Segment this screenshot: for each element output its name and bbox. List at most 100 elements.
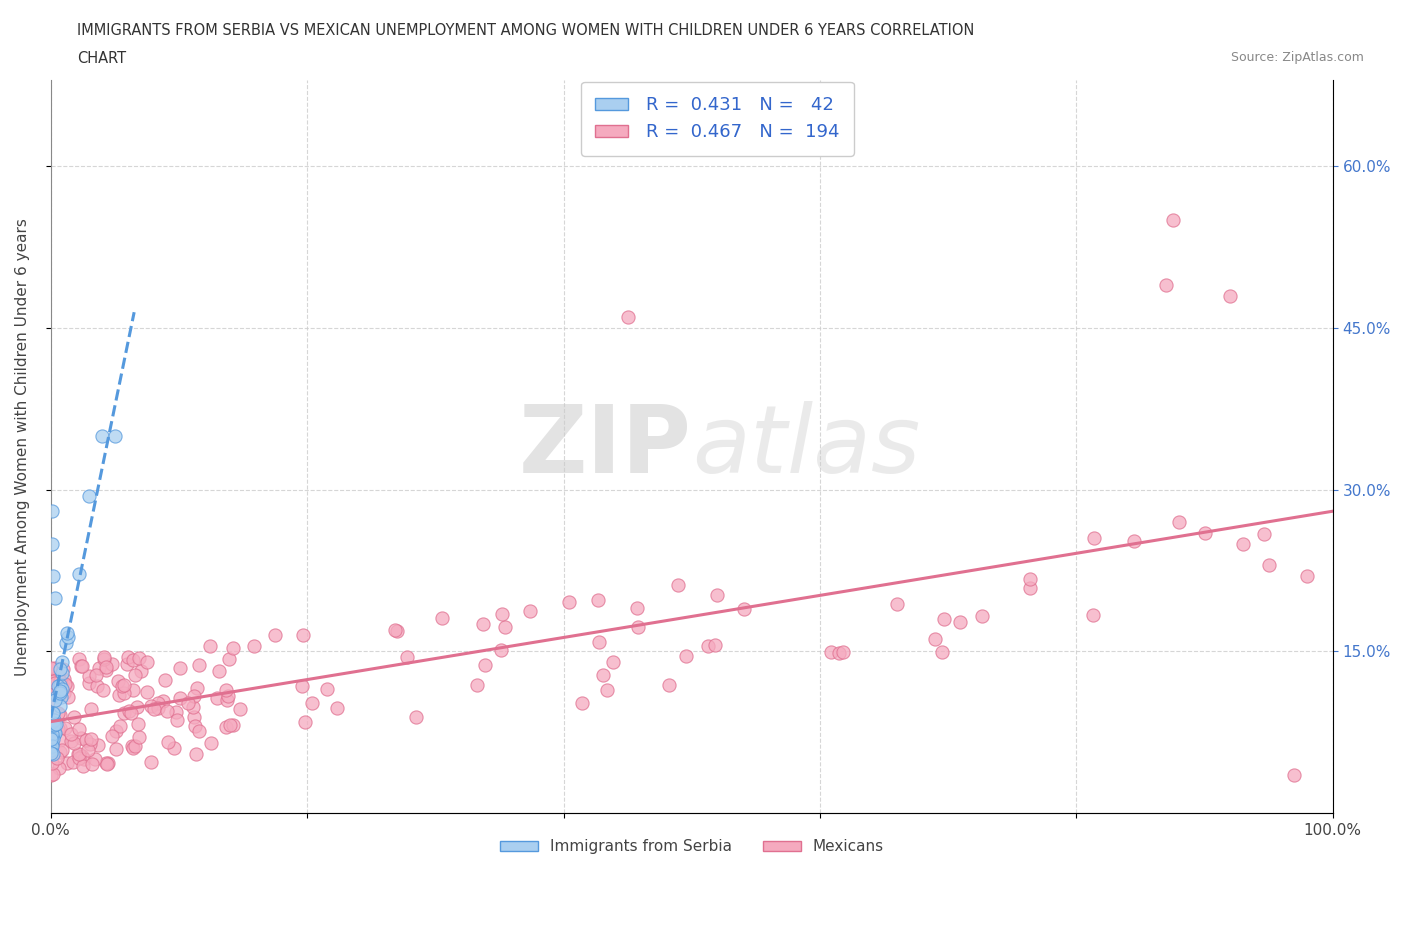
Point: [39, 730, 62, 745]
Point: [45, 751, 67, 765]
Point: [72, 759, 94, 774]
Point: [53, 671, 76, 686]
Point: [73, 751, 96, 766]
Point: [67, 651, 90, 666]
Point: [42, 684, 65, 699]
Point: [1232, 537, 1254, 551]
Point: [49, 721, 72, 736]
Point: [1219, 288, 1241, 303]
Point: [42, 724, 65, 739]
Point: [188, 724, 211, 738]
Point: [222, 718, 245, 733]
Point: [101, 657, 124, 671]
Point: [125, 699, 148, 714]
Point: [46, 669, 69, 684]
Point: [56, 678, 79, 693]
Point: [80, 757, 103, 772]
Point: [108, 719, 131, 734]
Point: [127, 716, 149, 731]
Point: [886, 596, 908, 611]
Point: [96, 756, 118, 771]
Point: [291, 678, 314, 693]
Point: [292, 628, 315, 643]
Point: [706, 588, 728, 603]
Text: atlas: atlas: [692, 401, 920, 492]
Point: [86, 678, 108, 693]
Point: [94, 756, 117, 771]
Point: [41, 746, 63, 761]
Point: [41, 738, 63, 753]
Point: [56, 630, 79, 644]
Point: [733, 602, 755, 617]
Point: [165, 704, 187, 719]
Point: [70, 730, 93, 745]
Point: [832, 644, 855, 659]
Point: [49, 673, 72, 688]
Point: [52, 685, 75, 700]
Point: [72, 749, 94, 764]
Point: [49, 708, 72, 723]
Point: [465, 678, 488, 693]
Point: [77, 669, 100, 684]
Point: [69, 751, 91, 765]
Point: [163, 740, 186, 755]
Point: [384, 622, 406, 637]
Point: [41, 766, 63, 781]
Point: [586, 592, 609, 607]
Point: [181, 699, 204, 714]
Point: [63, 710, 86, 724]
Point: [198, 638, 221, 653]
Point: [49, 662, 72, 677]
Point: [70, 659, 93, 674]
Point: [1154, 277, 1177, 292]
Point: [675, 648, 697, 663]
Point: [77, 675, 100, 690]
Text: Source: ZipAtlas.com: Source: ZipAtlas.com: [1230, 51, 1364, 64]
Point: [129, 663, 152, 678]
Point: [49, 678, 72, 693]
Point: [44, 725, 66, 740]
Point: [1161, 213, 1184, 228]
Point: [42, 726, 65, 741]
Point: [242, 639, 264, 654]
Point: [124, 668, 146, 683]
Point: [56, 689, 79, 704]
Point: [42, 729, 65, 744]
Point: [166, 712, 188, 727]
Point: [44, 591, 66, 605]
Point: [121, 683, 143, 698]
Point: [101, 729, 124, 744]
Point: [44, 676, 66, 691]
Point: [93, 649, 115, 664]
Point: [588, 634, 610, 649]
Point: [51, 742, 73, 757]
Point: [264, 628, 287, 643]
Point: [49, 745, 72, 760]
Point: [616, 310, 638, 325]
Point: [107, 673, 129, 688]
Point: [396, 650, 419, 665]
Point: [44, 692, 66, 707]
Point: [80, 702, 103, 717]
Point: [52, 661, 75, 676]
Point: [494, 619, 516, 634]
Point: [139, 755, 162, 770]
Point: [294, 714, 316, 729]
Point: [87, 661, 110, 676]
Point: [42, 706, 65, 721]
Point: [316, 681, 339, 696]
Point: [627, 619, 650, 634]
Text: IMMIGRANTS FROM SERBIA VS MEXICAN UNEMPLOYMENT AMONG WOMEN WITH CHILDREN UNDER 6: IMMIGRANTS FROM SERBIA VS MEXICAN UNEMPL…: [77, 23, 974, 38]
Point: [117, 649, 139, 664]
Point: [94, 659, 117, 674]
Point: [1194, 525, 1216, 540]
Point: [48, 761, 70, 776]
Point: [1081, 608, 1104, 623]
Point: [118, 703, 141, 718]
Point: [169, 691, 191, 706]
Point: [51, 682, 73, 697]
Point: [121, 741, 143, 756]
Point: [48, 683, 70, 698]
Point: [215, 683, 238, 698]
Legend: Immigrants from Serbia, Mexicans: Immigrants from Serbia, Mexicans: [494, 833, 890, 860]
